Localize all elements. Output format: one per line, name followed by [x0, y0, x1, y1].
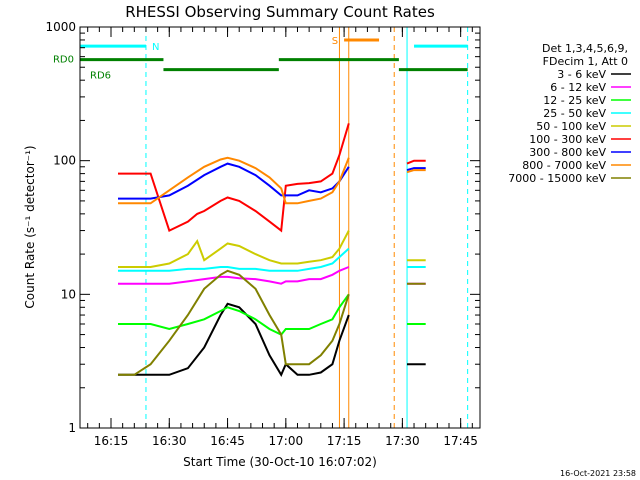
plot-frame	[79, 26, 481, 429]
legend-label-7000-15000-kev: 7000 - 15000 keV	[508, 172, 606, 185]
series-line-segment-16	[406, 167, 426, 172]
series-line-800-7000-kev	[118, 156, 350, 205]
vertical-markers	[79, 27, 469, 428]
state-bars: N RD0 RD6 S	[53, 36, 468, 82]
x-tick-label: 16:45	[210, 434, 245, 448]
x-axis-label: Start Time (30-Oct-10 16:07:02)	[183, 455, 377, 469]
state-label-n: N	[152, 42, 159, 53]
legend-label-6-12-kev: 6 - 12 keV	[550, 81, 606, 94]
legend-header: FDecim 1, Att 0	[543, 55, 628, 68]
y-tick-label: 1	[68, 421, 76, 435]
y-tick-label: 10	[61, 287, 76, 301]
series-line-12-25-kev	[118, 293, 350, 336]
x-tick-label: 16:15	[94, 434, 129, 448]
series-line-300-800-kev	[118, 162, 350, 200]
x-tick-label: 17:15	[327, 434, 362, 448]
series-line-6-12-kev	[118, 266, 350, 285]
series-line-7000-15000-kev	[118, 269, 350, 376]
legend-label-12-25-kev: 12 - 25 keV	[543, 94, 606, 107]
state-label-rd0: RD0	[53, 55, 74, 66]
legend-label-300-800-kev: 300 - 800 keV	[529, 146, 606, 159]
y-tick-label: 1000	[45, 20, 76, 34]
axes: 1 10 100 1000 16:15 16:30 16:45 17:00 17:15 17:30…	[45, 20, 481, 448]
series-line-3-6-kev	[118, 302, 350, 377]
x-tick-label: 16:30	[152, 434, 187, 448]
legend-header: Det 1,3,4,5,6,9,	[542, 42, 628, 55]
series-line-50-100-kev	[118, 230, 350, 268]
series-line-segment-15	[406, 159, 426, 165]
legend-label-50-100-kev: 50 - 100 keV	[536, 120, 606, 133]
legend-label-800-7000-kev: 800 - 7000 keV	[522, 159, 606, 172]
timestamp: 16-Oct-2021 23:58	[560, 469, 636, 478]
legend: Det 1,3,4,5,6,9,FDecim 1, Att 03 - 6 keV…	[508, 42, 631, 185]
series-line-100-300-kev	[118, 123, 350, 233]
legend-label-25-50-kev: 25 - 50 keV	[543, 107, 606, 120]
x-tick-label: 17:45	[443, 434, 478, 448]
series-line-segment-17	[406, 169, 426, 174]
legend-label-3-6-kev: 3 - 6 keV	[557, 68, 606, 81]
legend-label-100-300-kev: 100 - 300 keV	[529, 133, 606, 146]
x-tick-label: 17:00	[269, 434, 304, 448]
chart-title: RHESSI Observing Summary Count Rates	[125, 3, 435, 21]
y-axis-label: Count Rate (s⁻¹ detector⁻¹)	[23, 145, 37, 308]
series-line-25-50-kev	[118, 247, 350, 272]
x-tick-label: 17:30	[385, 434, 420, 448]
series-lines	[118, 123, 426, 377]
state-label-s: S	[332, 36, 338, 47]
y-tick-label: 100	[53, 154, 76, 168]
state-label-rd6: RD6	[90, 71, 111, 82]
